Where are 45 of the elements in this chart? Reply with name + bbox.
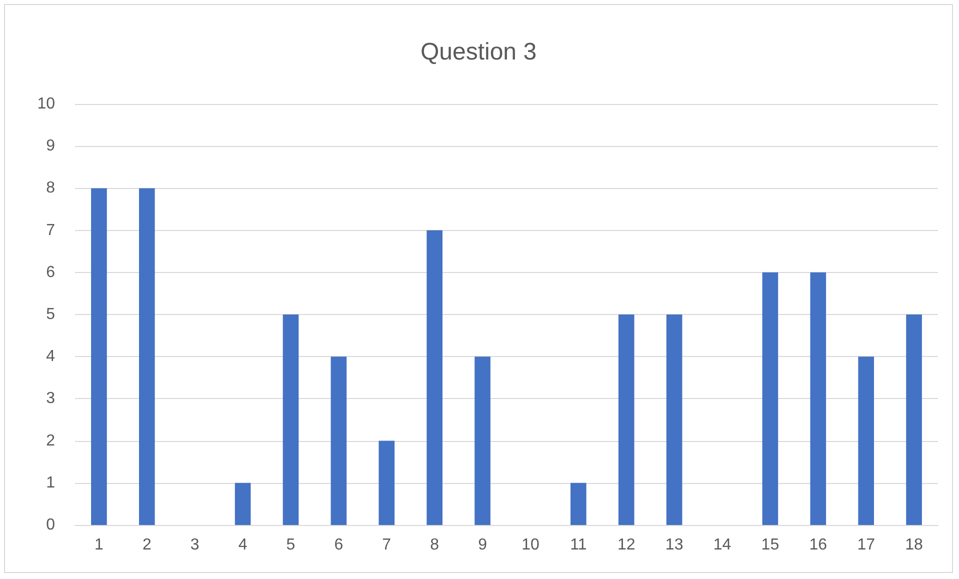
x-tick-label: 4 <box>238 536 248 554</box>
x-tick-label: 17 <box>857 536 876 554</box>
bar <box>426 230 442 525</box>
x-tick-label: 10 <box>522 536 540 554</box>
bar <box>330 356 347 525</box>
x-tick-label: 14 <box>713 536 732 554</box>
bar <box>762 272 778 525</box>
bar <box>570 482 586 525</box>
bar <box>906 314 922 525</box>
y-tick-label: 7 <box>46 222 56 239</box>
x-tick-label: 1 <box>94 536 104 554</box>
chart-title: Question 3 <box>420 38 537 66</box>
y-tick-label: 0 <box>46 516 56 534</box>
bar <box>474 356 490 525</box>
y-tick-label: 2 <box>46 432 56 450</box>
x-tick-label: 5 <box>286 536 296 554</box>
x-tick-label: 15 <box>761 536 780 554</box>
bar <box>858 356 874 525</box>
x-tick-label: 2 <box>142 536 152 554</box>
y-tick-label: 1 <box>46 474 56 492</box>
y-tick-label: 9 <box>46 138 56 155</box>
x-tick-label: 9 <box>478 536 488 554</box>
y-tick-label: 3 <box>46 390 56 408</box>
x-tick-label: 6 <box>334 536 344 554</box>
bar <box>666 314 682 525</box>
y-tick-label: 4 <box>46 348 56 366</box>
bar <box>618 314 634 525</box>
y-tick-label: 10 <box>37 96 56 112</box>
bar <box>810 272 826 525</box>
x-tick-label: 3 <box>190 536 200 554</box>
bar <box>378 440 395 525</box>
x-tick-label: 16 <box>809 536 828 554</box>
bar <box>91 188 107 525</box>
y-tick-label: 8 <box>46 180 56 197</box>
bar <box>139 188 155 525</box>
y-tick-label: 6 <box>46 264 56 281</box>
bar <box>282 314 299 525</box>
x-tick-label: 8 <box>430 536 440 554</box>
x-tick-label: 12 <box>617 536 636 554</box>
x-tick-label: 7 <box>382 536 392 554</box>
y-tick-label: 5 <box>46 306 56 323</box>
x-tick-label: 18 <box>905 536 924 554</box>
bar <box>234 482 251 525</box>
x-tick-label: 13 <box>665 536 684 554</box>
x-tick-label: 11 <box>570 536 587 554</box>
